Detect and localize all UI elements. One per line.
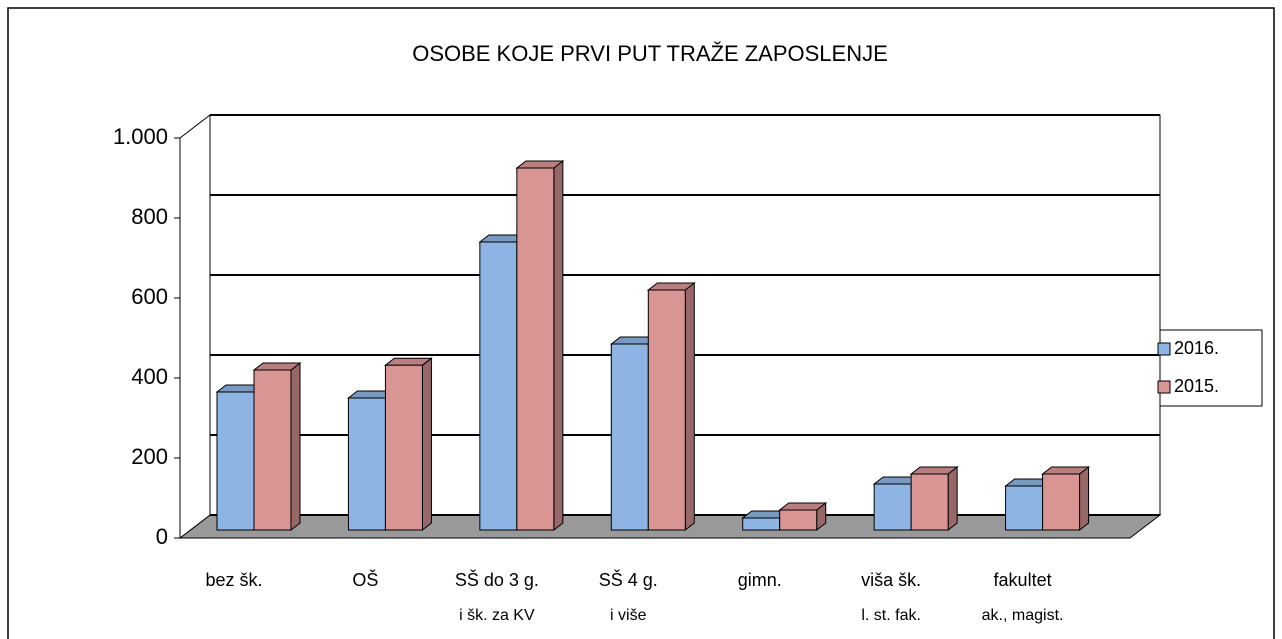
y-tick-label: 800 (131, 204, 168, 229)
bar-top (383, 357, 433, 366)
bar-top (646, 282, 696, 291)
bar (610, 343, 649, 531)
x-tick-label: l. st. fak. (861, 607, 921, 624)
bar (873, 483, 912, 531)
x-tick-label: fakultet (994, 570, 1052, 590)
bar (742, 517, 781, 531)
x-tick-label: SŠ do 3 g. (455, 569, 539, 590)
bar (779, 509, 818, 531)
bar-top (909, 466, 959, 475)
y-tick-label: 400 (131, 364, 168, 389)
bar-top (1041, 466, 1091, 475)
bar (647, 289, 686, 531)
x-tick-label: bez šk. (205, 570, 262, 590)
bar-side (947, 465, 958, 532)
bar-top (252, 362, 302, 371)
side-wall (179, 113, 211, 540)
bar-top (778, 502, 828, 511)
bar (516, 167, 555, 531)
legend-swatch (1157, 380, 1171, 394)
x-tick-label: viša šk. (861, 570, 921, 590)
legend-label: 2016. (1174, 338, 1219, 358)
bar (216, 391, 255, 531)
y-tick-label: 200 (131, 444, 168, 469)
bar-side (1079, 465, 1090, 532)
bar (347, 397, 386, 531)
bar (384, 364, 423, 531)
x-tick-label: i šk. za KV (459, 607, 535, 624)
bar (479, 241, 518, 531)
legend-swatch (1157, 342, 1171, 356)
x-tick-label: gimn. (738, 570, 782, 590)
legend-label: 2015. (1174, 376, 1219, 396)
y-tick-label: 1.000 (113, 124, 168, 149)
y-tick-label: 600 (131, 284, 168, 309)
bar-top (515, 160, 565, 169)
x-tick-label: ak., magist. (982, 607, 1064, 624)
bar (253, 369, 292, 531)
y-tick-label: 0 (156, 524, 168, 549)
x-tick-label: OŠ (352, 569, 378, 590)
bar (1042, 473, 1081, 531)
bar-side (553, 159, 564, 532)
x-tick-label: SŠ 4 g. (599, 569, 658, 590)
bar (910, 473, 949, 531)
bar-side (684, 281, 695, 532)
bar-side (290, 361, 301, 532)
bar (1005, 485, 1044, 531)
bar-side (421, 357, 432, 532)
chart-title: OSOBE KOJE PRVI PUT TRAŽE ZAPOSLENJE (412, 41, 888, 66)
x-tick-label: i više (610, 607, 647, 624)
